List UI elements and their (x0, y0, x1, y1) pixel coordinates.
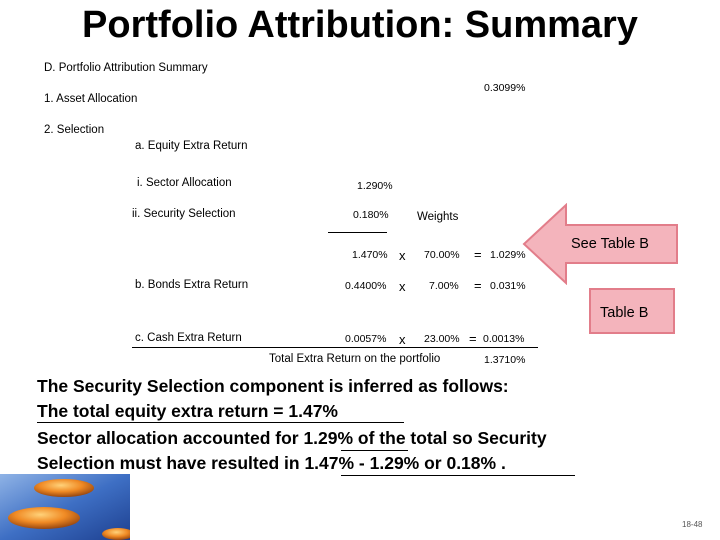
explanation-line-1: The Security Selection component is infe… (37, 376, 509, 396)
see-table-callout-text: See Table B (571, 236, 649, 252)
sector-allocation-label: i. Sector Allocation (137, 177, 232, 189)
decorative-stones-image (0, 474, 130, 540)
explanation-underline-3 (341, 475, 575, 476)
page-title: Portfolio Attribution: Summary (82, 4, 638, 46)
cash-weight-value: 23.00% (424, 333, 460, 345)
times-operator: x (399, 248, 406, 263)
times-operator: x (399, 332, 406, 347)
explanation-underline-2 (341, 450, 408, 451)
table-b-callout-text: Table B (600, 305, 649, 321)
asset-allocation-label: 1. Asset Allocation (44, 93, 138, 105)
sector-allocation-value: 1.290% (357, 180, 393, 192)
weights-label: Weights (417, 211, 459, 223)
equity-result-value: 1.029% (490, 249, 526, 261)
equity-weight-value: 70.00% (424, 249, 460, 261)
asset-allocation-value: 0.3099% (484, 82, 526, 94)
explanation-line-4: Selection must have resulted in 1.47% - … (37, 453, 506, 473)
times-operator: x (399, 279, 406, 294)
bonds-weight-value: 7.00% (429, 280, 459, 292)
bonds-extra-label: b. Bonds Extra Return (135, 279, 249, 291)
cash-value: 0.0057% (345, 333, 387, 345)
security-selection-label: ii. Security Selection (132, 208, 236, 220)
see-table-callout-arrow (522, 203, 678, 285)
total-rule (132, 347, 538, 348)
cash-extra-label: c. Cash Extra Return (135, 332, 242, 344)
equals-operator: = (474, 278, 482, 293)
explanation-line-2: The total equity extra return = 1.47% (37, 401, 338, 421)
explanation-line-3: Sector allocation accounted for 1.29% of… (37, 428, 547, 448)
page-number: 18-48 (682, 520, 703, 529)
equity-total-value: 1.470% (352, 249, 388, 261)
section-heading: D. Portfolio Attribution Summary (44, 62, 208, 74)
sum-rule (328, 232, 387, 233)
selection-label: 2. Selection (44, 124, 105, 136)
cash-result-value: 0.0013% (483, 333, 525, 345)
total-extra-return-label: Total Extra Return on the portfolio (269, 353, 441, 365)
bonds-value: 0.4400% (345, 280, 387, 292)
total-extra-return-value: 1.3710% (484, 354, 526, 366)
equals-operator: = (469, 331, 477, 346)
equity-extra-label: a. Equity Extra Return (135, 140, 248, 152)
security-selection-value: 0.180% (353, 209, 389, 221)
table-b-callout-box (589, 288, 675, 334)
bonds-result-value: 0.031% (490, 280, 526, 292)
equals-operator: = (474, 247, 482, 262)
explanation-underline-1 (37, 422, 404, 423)
